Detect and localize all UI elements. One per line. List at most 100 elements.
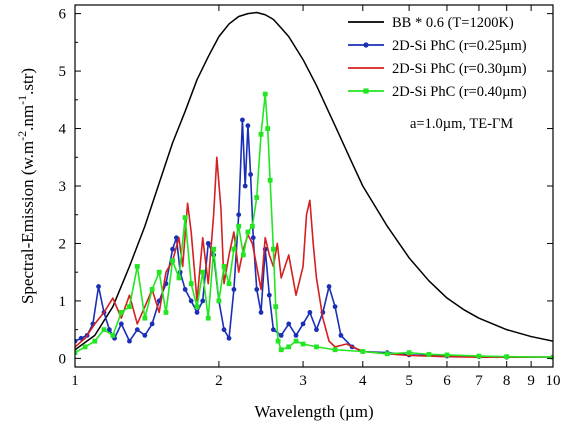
series-point-3: [286, 344, 292, 350]
series-point-3: [163, 310, 169, 315]
series-point-1: [307, 310, 313, 315]
series-point-1: [170, 246, 175, 252]
series-point-1: [78, 335, 84, 341]
series-point-1: [127, 338, 132, 344]
series-point-1: [248, 172, 253, 177]
series-point-1: [194, 310, 200, 315]
series-point-1: [250, 235, 256, 241]
series-point-1: [278, 332, 284, 338]
series-point-3: [240, 252, 246, 258]
series-point-3: [270, 246, 276, 252]
series-point-3: [504, 354, 510, 360]
series-point-1: [182, 287, 188, 292]
y-tick-label: 6: [59, 7, 67, 23]
series-point-1: [245, 123, 251, 129]
y-axis-title-part-1: Spectral-Emission (w.m: [18, 141, 37, 304]
series-point-1: [236, 212, 242, 218]
series-point-3: [278, 347, 284, 353]
series-point-1: [286, 321, 292, 327]
series-point-1: [258, 310, 264, 315]
series-line-0: [75, 11, 553, 351]
series-point-1: [188, 298, 194, 304]
series-point-1: [134, 327, 140, 333]
series-layer: [75, 11, 553, 360]
series-point-1: [314, 327, 319, 333]
series-point-3: [101, 327, 107, 333]
series-point-3: [267, 177, 273, 183]
series-point-3: [249, 223, 255, 229]
series-point-3: [200, 269, 206, 275]
series-point-1: [106, 327, 112, 333]
series-point-3: [221, 264, 227, 269]
series-point-3: [273, 304, 279, 310]
x-tick-label: 7: [475, 373, 483, 389]
series-point-3: [92, 338, 98, 344]
series-point-1: [240, 117, 245, 123]
x-tick-label: 4: [359, 373, 367, 389]
series-point-3: [254, 195, 260, 200]
series-point-3: [216, 298, 222, 304]
series-point-3: [332, 347, 338, 353]
series-point-1: [326, 284, 332, 289]
series-point-3: [293, 338, 299, 344]
series-point-3: [236, 223, 242, 229]
x-tick-label: 2: [215, 373, 223, 389]
series-point-3: [314, 344, 319, 350]
series-point-1: [118, 321, 124, 327]
y-axis-title: Spectral-Emission (w.m-2.nm-1.str): [15, 68, 37, 304]
series-point-1: [270, 327, 276, 333]
series-point-1: [226, 335, 232, 341]
series-point-3: [156, 269, 162, 275]
series-point-1: [254, 287, 260, 292]
y-tick-label: 3: [59, 179, 67, 195]
series-point-3: [170, 258, 175, 264]
series-point-3: [245, 229, 251, 235]
series-point-3: [205, 315, 211, 321]
x-axis-title: Wavelength (µm): [254, 402, 373, 421]
series-point-1: [200, 298, 206, 304]
series-point-1: [174, 235, 179, 241]
legend: BB * 0.6 (T=1200K) 2D-Si PhC (r=0.25µm) 2D…: [348, 15, 527, 100]
series-point-3: [142, 315, 148, 321]
series-point-3: [110, 332, 116, 338]
series-point-3: [265, 126, 271, 131]
y-tick-label: 5: [59, 64, 67, 80]
x-tick-label: 9: [527, 373, 535, 389]
series-point-3: [384, 351, 390, 357]
series-point-3: [194, 304, 200, 310]
series-point-3: [444, 352, 450, 358]
y-axis-title-sup-2: -1: [15, 95, 29, 105]
series-point-3: [127, 304, 132, 310]
y-tick-label: 2: [59, 236, 67, 252]
legend-marker-1: [363, 42, 369, 48]
series-point-3: [550, 354, 553, 360]
series-line-2: [75, 156, 553, 359]
chart-annotation: a=1.0µm, TE-ΓM: [410, 116, 513, 132]
series-point-3: [258, 131, 264, 137]
y-tick-label: 0: [59, 351, 67, 367]
x-tick-label: 8: [503, 373, 511, 389]
legend-label-1: 2D-Si PhC (r=0.25µm): [392, 38, 527, 54]
series-line-1: [75, 119, 553, 359]
series-point-3: [182, 215, 188, 221]
series-point-3: [476, 353, 482, 359]
y-tick-label: 1: [59, 294, 67, 310]
y-axis-title-part-2: .nm: [18, 105, 37, 131]
series-point-1: [205, 241, 211, 246]
series-point-3: [275, 338, 281, 344]
legend-marker-3: [363, 88, 369, 94]
series-point-1: [293, 332, 299, 338]
legend-label-2: 2D-Si PhC (r=0.30µm): [392, 61, 527, 77]
series-point-3: [75, 350, 78, 356]
series-point-3: [82, 344, 88, 350]
series-point-3: [226, 281, 232, 287]
series-point-1: [221, 327, 227, 333]
y-axis-title-part-3: .str): [18, 68, 37, 95]
series-point-3: [118, 310, 124, 315]
series-point-1: [149, 321, 155, 327]
series-point-3: [426, 351, 432, 357]
series-point-3: [360, 349, 366, 354]
legend-label-0: BB * 0.6 (T=1200K): [392, 15, 514, 31]
series-point-3: [176, 275, 182, 281]
